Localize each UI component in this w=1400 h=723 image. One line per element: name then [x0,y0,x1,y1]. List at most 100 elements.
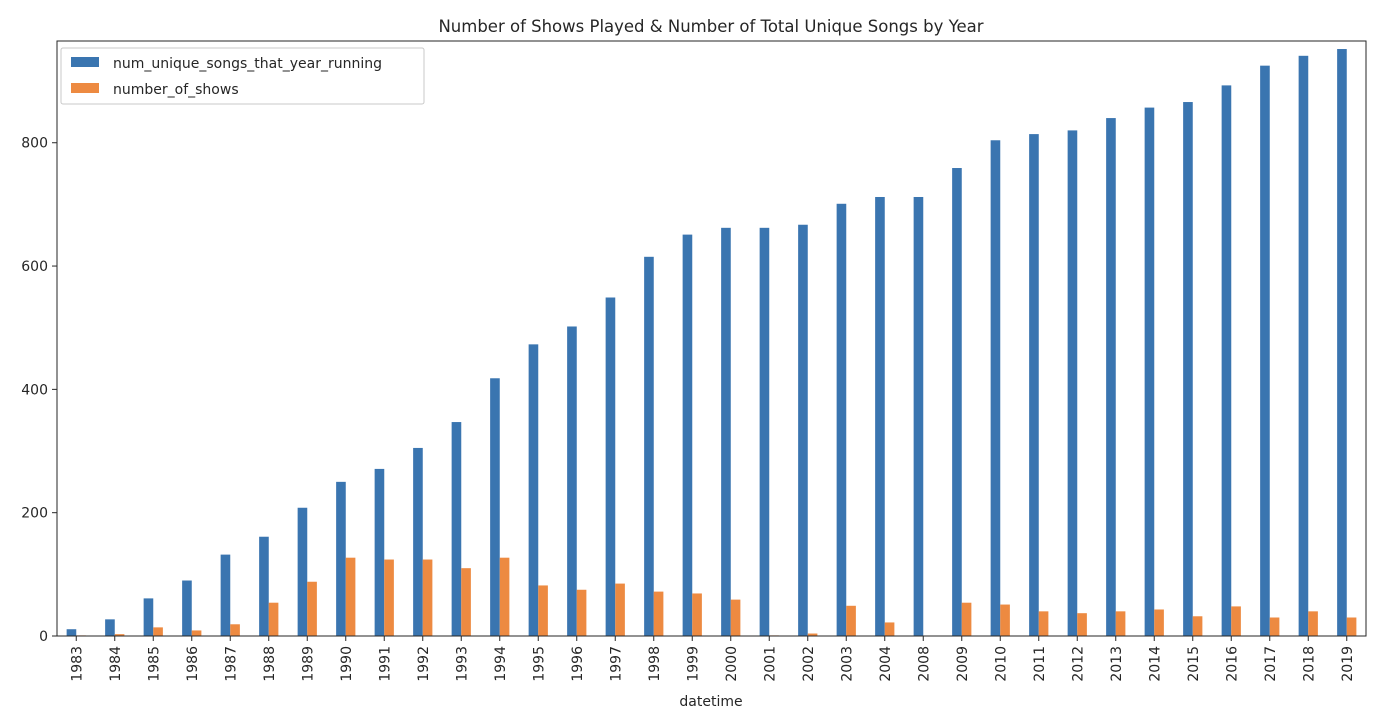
x-tick-label: 2011 [1032,646,1048,682]
y-tick-label: 0 [39,629,48,645]
x-tick-label: 2004 [878,646,894,682]
x-tick-label: 1989 [300,646,316,682]
bar-unique-songs-1997 [605,297,616,636]
x-tick-label: 2002 [801,646,817,682]
legend: num_unique_songs_that_year_running numbe… [60,47,425,105]
x-tick-label: 1993 [454,646,470,682]
bar-shows-1984 [114,634,125,636]
bar-unique-songs-2018 [1298,55,1309,637]
y-tick-label: 400 [21,382,48,398]
bar-shows-2011 [1038,611,1049,636]
bar-unique-songs-2019 [1337,49,1347,636]
bar-unique-songs-2000 [721,227,731,636]
bar-shows-2017 [1269,617,1280,636]
bar-unique-songs-1984 [105,619,115,636]
bar-unique-songs-2002 [798,224,808,637]
legend-label-shows: number_of_shows [113,82,239,98]
x-tick-label: 2009 [955,646,971,682]
legend-swatch-songs [71,57,99,67]
bar-unique-songs-2010 [990,140,1001,636]
bar-unique-songs-1989 [297,507,308,636]
x-tick-label: 2000 [724,646,740,682]
bar-unique-songs-2004 [875,196,885,637]
y-tick-label: 200 [21,506,48,522]
bar-shows-1992 [422,559,433,636]
bar-shows-2012 [1077,613,1087,636]
bar-unique-songs-2014 [1144,107,1155,637]
bar-shows-1989 [307,581,317,636]
bar-unique-songs-2013 [1106,118,1116,636]
bar-shows-2009 [961,602,972,636]
bar-shows-1990 [345,557,356,636]
x-axis-label: datetime [679,694,742,710]
x-tick-label: 2001 [762,646,778,682]
bar-unique-songs-2009 [952,168,962,636]
x-tick-label: 2010 [993,646,1009,682]
bar-shows-1986 [191,630,202,636]
x-tick-label: 2014 [1147,646,1163,682]
x-tick-label: 1983 [69,646,85,682]
x-tick-label: 1987 [223,646,239,682]
x-tick-label: 1988 [262,646,278,682]
bar-shows-2018 [1308,611,1318,636]
bar-shows-2002 [807,633,818,636]
bar-unique-songs-1985 [143,598,154,636]
bar-unique-songs-1991 [374,468,385,636]
x-tick-label: 2019 [1340,646,1356,682]
x-tick-label: 2017 [1263,646,1279,682]
bar-unique-songs-1993 [451,422,462,636]
bar-unique-songs-2012 [1067,130,1078,636]
chart-title: Number of Shows Played & Number of Total… [438,17,983,36]
x-tick-label: 2015 [1186,646,1202,682]
bar-unique-songs-1992 [413,447,423,636]
x-tick-label: 1986 [185,646,201,682]
axis-layer: 1983 1984 1985 1986 1987 1988 1989 1990 1991 1992… [21,136,1355,682]
x-tick-label: 2012 [1070,646,1086,682]
bar-unique-songs-1995 [528,344,539,636]
bar-shows-1988 [268,602,279,636]
bar-shows-1987 [230,624,240,636]
x-tick-label: 1996 [570,646,586,682]
x-tick-label: 1994 [493,646,509,682]
bar-unique-songs-2016 [1221,85,1232,636]
plot-frame [56,40,1367,637]
bar-shows-2013 [1115,611,1126,636]
bar-shows-1995 [538,585,548,636]
x-tick-label: 1985 [146,646,162,682]
bar-shows-1998 [653,591,664,636]
bar-unique-songs-2001 [759,227,770,636]
x-tick-label: 2003 [839,646,855,682]
x-tick-label: 1999 [685,646,701,682]
bar-shows-2014 [1154,609,1164,636]
x-tick-label: 1991 [377,646,393,682]
bar-shows-1993 [461,568,471,636]
bar-unique-songs-1998 [644,256,654,636]
bar-unique-songs-1994 [490,378,500,636]
bar-shows-2004 [884,622,895,636]
bar-unique-songs-1983 [66,629,77,636]
legend-swatch-shows [71,83,99,93]
x-tick-label: 2018 [1301,646,1317,682]
bar-unique-songs-1996 [567,326,577,636]
legend-box [60,47,425,105]
bar-unique-songs-2003 [836,203,847,636]
bar-unique-songs-2017 [1260,65,1270,636]
bar-unique-songs-1999 [682,234,693,637]
bar-shows-1996 [576,589,587,636]
x-tick-label: 1992 [416,646,432,682]
legend-label-songs: num_unique_songs_that_year_running [113,56,382,72]
bar-unique-songs-2015 [1183,102,1193,637]
x-tick-label: 1990 [339,646,355,682]
x-tick-label: 1995 [531,646,547,682]
bar-shows-2000 [730,599,741,636]
bar-unique-songs-1987 [220,554,231,636]
bars-layer [66,49,1357,637]
bar-shows-2016 [1231,606,1241,636]
bar-shows-2015 [1192,616,1203,636]
bar-unique-songs-2011 [1029,134,1039,636]
x-tick-label: 1997 [608,646,624,682]
x-tick-label: 2008 [916,646,932,682]
bar-shows-2010 [1000,604,1010,636]
